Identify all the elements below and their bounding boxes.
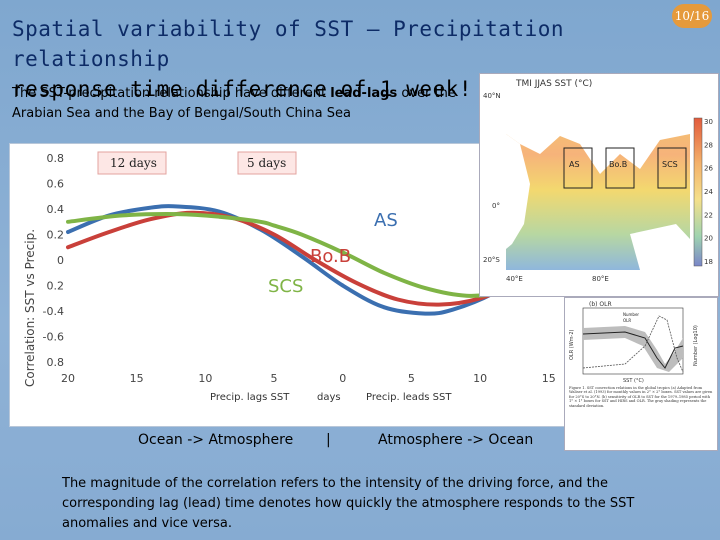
- map-lon-2: 80°E: [592, 275, 609, 283]
- slide-title: Spatial variability of SST – Precipitati…: [12, 14, 632, 104]
- map-lon-1: 40°E: [506, 275, 523, 283]
- title-line-2: response time difference of 1 week!: [12, 77, 473, 101]
- series-label-as: AS: [374, 210, 398, 231]
- map-lat-2: 0°: [492, 202, 500, 210]
- olr-number-curve: [582, 315, 684, 373]
- colorbar-label: 30: [704, 118, 713, 126]
- map-box-scs: [657, 147, 687, 189]
- olr-caption: Figure 1. SST convection relations in th…: [569, 386, 713, 408]
- olr-shading: [583, 326, 683, 372]
- colorbar-label: 28: [704, 141, 713, 149]
- colorbar-label: 22: [704, 211, 713, 219]
- map-box-scs-label: SCS: [662, 160, 678, 169]
- olr-ylabel-right: Number (Log10): [693, 325, 699, 366]
- map-title: TMI JJAS SST (°C): [515, 79, 592, 89]
- y-tick-label: 0.2: [47, 229, 65, 242]
- x-tick-label: 10: [198, 372, 212, 385]
- x-tick-label: 5: [408, 372, 415, 385]
- olr-label: (b) OLR: [589, 301, 612, 308]
- lag-annotation-5-text: 5 days: [247, 156, 286, 170]
- y-tick-label: 0: [57, 254, 64, 267]
- y-axis-label: Correlation: SST vs Precip.: [23, 229, 37, 387]
- y-tick-label: 0.8: [47, 152, 65, 165]
- intro-bold: lead-lags: [330, 86, 398, 101]
- olr-xlabel: SST (°C): [623, 378, 644, 384]
- colorbar-label: 18: [704, 258, 713, 266]
- lag-annotation-12-text: 12 days: [110, 156, 157, 170]
- intro-text: The SST-precipitation relationship have …: [12, 84, 482, 124]
- y-tick-label: 0.8: [47, 356, 65, 369]
- x-tick-label: 15: [542, 372, 556, 385]
- x-tick-label: 5: [271, 372, 278, 385]
- olr-ylabel-left: OLR (Wm-2): [569, 329, 575, 360]
- footer-text: The magnitude of the correlation refers …: [62, 476, 635, 531]
- colorbar-label: 26: [704, 165, 713, 173]
- intro-before: The SST-precipitation relationship have …: [12, 86, 331, 101]
- x-axis-text-left: Precip. lags SST: [210, 392, 290, 403]
- map-colorbar: [693, 117, 703, 267]
- y-tick-label: 0.2: [47, 280, 65, 293]
- y-tick-label: 0.6: [47, 178, 65, 191]
- colorbar-label: 20: [704, 235, 713, 243]
- y-tick-label: 0.4: [47, 203, 65, 216]
- map-land-north: [506, 92, 690, 174]
- sst-map-figure: TMI JJAS SST (°C) AS Bo.B SCS 40°N 0° 20…: [480, 74, 718, 296]
- lag-annotation-12: 12 days: [97, 151, 167, 175]
- x-tick-label: 20: [61, 372, 75, 385]
- x-axis-text-right: Precip. leads SST: [366, 392, 452, 403]
- map-land-australia: [630, 224, 690, 270]
- lag-annotation-5: 5 days: [237, 151, 297, 175]
- colorbar-label: 24: [704, 188, 713, 196]
- sst-map-svg: TMI JJAS SST (°C) AS Bo.B SCS 40°N 0° 20…: [483, 79, 713, 283]
- olr-figure: (b) OLR Number OLR SST (°C) OLR (Wm-2) N…: [565, 298, 717, 450]
- map-box-bob: [605, 147, 635, 189]
- map-box-bob-label: Bo.B: [609, 160, 627, 169]
- map-box-as: [563, 147, 593, 189]
- x-tick-label: 0: [339, 372, 346, 385]
- series-label-scs: SCS: [268, 276, 303, 297]
- intro-after: over the Arabian Sea and the Bay of Beng…: [12, 86, 456, 121]
- x-tick-label: 10: [473, 372, 487, 385]
- y-tick-label: -0.6: [43, 331, 64, 344]
- y-tick-label: -0.4: [43, 305, 64, 318]
- series-label-bob: Bo.B: [310, 246, 351, 267]
- atmosphere-to-ocean-label: Atmosphere -> Ocean: [378, 432, 534, 448]
- ocean-to-atmosphere-label: Ocean -> Atmosphere: [138, 432, 294, 448]
- map-land-africa: [506, 134, 530, 249]
- olr-legend-number: Number: [623, 312, 639, 317]
- olr-svg: (b) OLR Number OLR SST (°C) OLR (Wm-2) N…: [569, 301, 713, 408]
- map-box-as-label: AS: [569, 160, 580, 169]
- title-line-1: Spatial variability of SST – Precipitati…: [12, 17, 565, 71]
- map-lat-3: 20°S: [483, 256, 500, 264]
- olr-curve: [582, 331, 684, 369]
- x-axis-text-center: days: [317, 392, 341, 403]
- olr-legend-olr: OLR: [623, 318, 631, 323]
- page-number-badge: 10/16: [672, 4, 712, 28]
- map-lat-1: 40°N: [483, 92, 501, 100]
- direction-labels: Ocean -> Atmosphere | Atmosphere -> Ocea…: [10, 432, 596, 456]
- direction-divider: |: [326, 432, 331, 448]
- x-tick-label: 15: [130, 372, 144, 385]
